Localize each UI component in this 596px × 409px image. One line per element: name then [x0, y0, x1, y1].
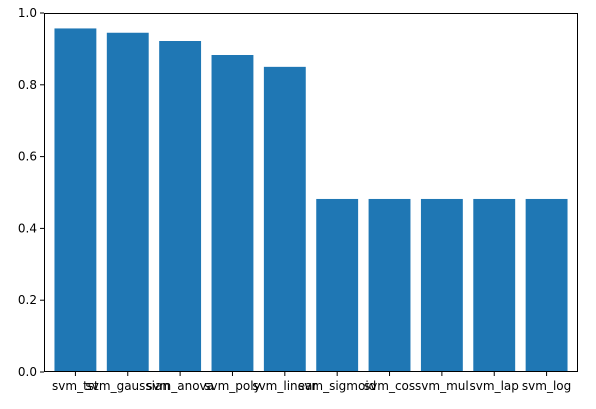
- x-tick-label: svm_linear: [252, 379, 317, 393]
- bar-svm_tst: [54, 28, 97, 372]
- bar-svm_sigmoid: [316, 198, 359, 372]
- y-tick-label: 0.2: [18, 293, 37, 307]
- y-tick-label: 1.0: [18, 6, 37, 20]
- bar-svm_gaussian: [106, 32, 149, 372]
- x-tick-label: svm_tst: [52, 379, 99, 393]
- x-tick-label: svm_sigmoid: [298, 379, 376, 393]
- x-axis: svm_tstsvm_gaussiansvm_anovasvm_polysvm_…: [52, 372, 571, 393]
- bar-svm_anova: [159, 41, 202, 372]
- x-tick-label: svm_cos: [364, 379, 415, 393]
- bar-svm_linear: [263, 66, 306, 372]
- bar-svm_poly: [211, 55, 254, 372]
- plot-frame: [44, 13, 578, 372]
- x-tick-label: svm_poly: [204, 379, 260, 393]
- y-tick-label: 0.4: [18, 221, 37, 235]
- bar-svm_log: [525, 198, 568, 372]
- y-axis: 0.0 0.2 0.4 0.6 0.8 1.0: [18, 6, 44, 379]
- y-tick-label: 0.6: [18, 150, 37, 164]
- x-tick-label: svm_log: [522, 379, 571, 393]
- x-tick-label: svm_gaussian: [86, 379, 170, 393]
- bar-svm_lap: [473, 198, 516, 372]
- x-tick-label: svm_lap: [470, 379, 519, 393]
- y-tick-label: 0.8: [18, 78, 37, 92]
- bar-svm_cos: [368, 198, 411, 372]
- bar-svm_mul: [420, 198, 463, 372]
- bars-group: [54, 28, 568, 372]
- x-tick-label: svm_anova: [146, 379, 214, 393]
- x-tick-label: svm_mul: [415, 379, 469, 393]
- y-tick-label: 0.0: [18, 365, 37, 379]
